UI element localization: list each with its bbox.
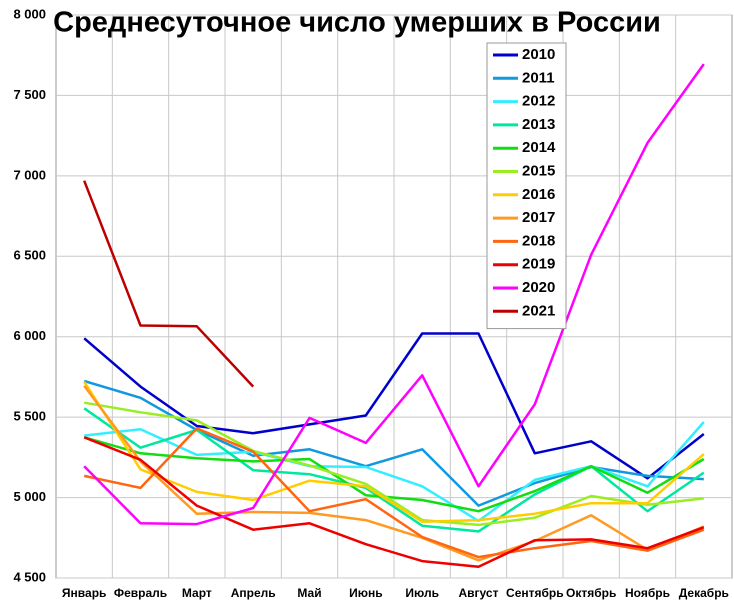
x-tick-label: Май <box>297 586 321 600</box>
legend-label: 2018 <box>522 232 555 249</box>
y-tick-label: 6 500 <box>13 248 46 263</box>
series-line <box>83 436 705 513</box>
x-tick-label: Декабрь <box>679 586 729 600</box>
x-tick-label: Август <box>459 586 499 600</box>
y-tick-label: 5 000 <box>13 489 46 504</box>
y-tick-label: 6 000 <box>13 328 46 343</box>
legend-label: 2017 <box>522 209 555 226</box>
x-tick-label: Январь <box>62 586 106 600</box>
series-line <box>83 436 705 568</box>
x-tick-label: Июнь <box>349 586 383 600</box>
x-tick-label: Апрель <box>231 586 276 600</box>
legend-label: 2012 <box>522 93 555 110</box>
y-tick-label: 4 500 <box>13 569 46 584</box>
legend-label: 2021 <box>522 302 555 319</box>
x-tick-label: Июль <box>405 586 439 600</box>
x-tick-label: Ноябрь <box>625 586 670 600</box>
series-line <box>83 180 255 388</box>
legend-label: 2011 <box>522 69 555 86</box>
series-line <box>83 381 705 523</box>
legend-label: 2016 <box>522 186 555 203</box>
legend-label: 2019 <box>522 256 555 273</box>
chart-title: Среднесуточное число умерших в России <box>53 7 661 39</box>
y-tick-label: 7 000 <box>13 167 46 182</box>
series-line <box>83 401 704 527</box>
legend-box <box>486 42 567 330</box>
x-tick-label: Сентябрь <box>506 586 564 600</box>
y-tick-label: 5 500 <box>13 409 46 424</box>
legend-label: 2014 <box>522 139 556 156</box>
legend-label: 2010 <box>522 46 555 63</box>
series-line <box>83 385 705 562</box>
x-tick-label: Март <box>182 586 212 600</box>
series-line <box>83 407 705 533</box>
legend-label: 2015 <box>522 162 555 179</box>
series-line <box>83 63 705 526</box>
series-line <box>83 427 705 559</box>
y-tick-label: 7 500 <box>13 87 46 102</box>
legend-label: 2020 <box>522 279 555 296</box>
x-tick-label: Октябрь <box>566 586 616 600</box>
y-tick-label: 8 000 <box>13 6 46 21</box>
legend-label: 2013 <box>522 116 555 133</box>
x-tick-label: Февраль <box>114 586 167 600</box>
